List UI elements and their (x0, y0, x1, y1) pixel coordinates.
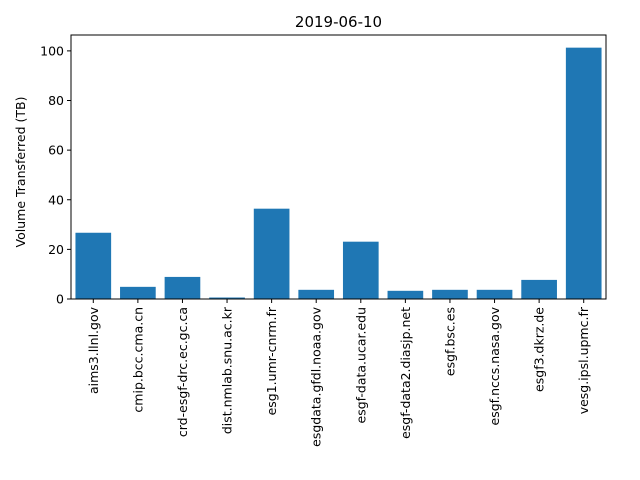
bar-esgf3.dkrz.de (521, 279, 557, 299)
y-tick-label: 80 (48, 93, 64, 108)
bar-esgf.bsc.es (432, 289, 468, 299)
bar-dist.nmlab.snu.ac.kr (209, 297, 245, 299)
bar-vesg.ipsl.upmc.fr (565, 47, 602, 299)
x-tick-label: esgf-data.ucar.edu (353, 307, 368, 423)
x-axis-ticks: aims3.llnl.gov cmip.bcc.cma.cn crd-esgf-dr… (86, 299, 591, 447)
x-tick-label: esgf.nccs.nasa.gov (487, 306, 502, 425)
bar-esgf-data2.diasjp.net (387, 290, 424, 299)
x-tick-label: esgdata.gfdl.noaa.gov (309, 306, 324, 446)
x-tick-label: esg1.umr-cnrm.fr (264, 306, 279, 415)
bar-aims3.llnl.gov (75, 232, 112, 299)
y-tick-label: 40 (48, 192, 64, 207)
x-tick-label: vesg.ipsl.upmc.fr (576, 306, 591, 414)
chart-title: 2019-06-10 (295, 13, 382, 31)
bar-esgf-data.ucar.edu (342, 241, 379, 299)
y-axis-ticks: 0 20 40 60 80 100 (40, 43, 71, 307)
bars-group (75, 47, 602, 299)
y-tick-label: 0 (56, 292, 64, 307)
bar-cmip.bcc.cma.cn (120, 286, 156, 299)
x-tick-label: esgf-data2.diasjp.net (398, 307, 413, 439)
bar-esgdata.gfdl.noaa.gov (298, 289, 335, 299)
x-tick-label: cmip.bcc.cma.cn (130, 307, 145, 413)
y-tick-label: 60 (48, 143, 64, 158)
x-tick-label: aims3.llnl.gov (86, 306, 101, 394)
bar-esgf.nccs.nasa.gov (476, 289, 513, 299)
plot-frame (70, 34, 607, 300)
y-axis-label: Volume Transferred (TB) (13, 97, 28, 248)
y-tick-label: 20 (48, 242, 64, 257)
x-tick-label: esgf3.dkrz.de (532, 307, 547, 392)
x-tick-label: crd-esgf-drc.ec.gc.ca (175, 307, 190, 437)
x-tick-label: esgf.bsc.es (442, 307, 457, 376)
bar-esg1.umr-cnrm.fr (253, 208, 290, 299)
y-tick-label: 100 (40, 43, 64, 58)
x-tick-label: dist.nmlab.snu.ac.kr (220, 306, 235, 434)
bar-crd-esgf-drc.ec.gc.ca (164, 276, 201, 299)
